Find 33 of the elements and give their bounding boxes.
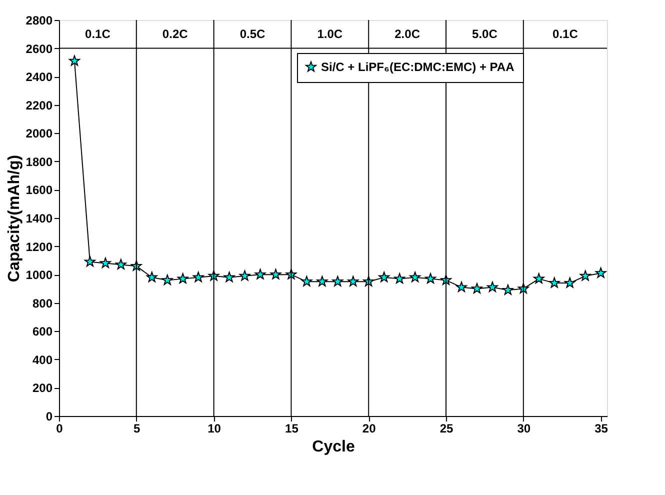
x-tick-label: 10 bbox=[208, 422, 222, 436]
y-tick-label: 1800 bbox=[26, 154, 53, 169]
x-tick-label: 20 bbox=[362, 422, 376, 436]
y-tick-label: 2800 bbox=[26, 14, 53, 28]
annotation: 0.1C bbox=[552, 27, 578, 42]
y-tick-label: 800 bbox=[32, 296, 53, 310]
annotation: 1.0C bbox=[317, 27, 343, 42]
y-tick-label: 2600 bbox=[26, 42, 53, 56]
x-tick-label: 35 bbox=[594, 422, 608, 436]
x-axis-title: Cycle bbox=[312, 438, 355, 456]
x-tick-label: 0 bbox=[56, 422, 64, 436]
annotation: 0.5C bbox=[240, 27, 266, 42]
x-tick-label: 30 bbox=[517, 422, 531, 436]
y-tick-label: 2000 bbox=[26, 126, 53, 141]
annotation: 0.2C bbox=[162, 27, 188, 42]
legend-label: Si/C + LiPF₆(EC:DMC:EMC) + PAA bbox=[321, 60, 515, 74]
x-tick-label: 5 bbox=[134, 422, 141, 436]
y-tick-label: 1400 bbox=[26, 212, 53, 226]
y-tick-label: 1000 bbox=[26, 268, 53, 282]
y-tick-label: 2200 bbox=[26, 98, 53, 112]
y-tick-label: 2400 bbox=[26, 70, 53, 84]
x-tick-label: 25 bbox=[440, 422, 454, 436]
y-tick-label: 1200 bbox=[26, 240, 53, 254]
x-tick-label: 15 bbox=[285, 422, 299, 436]
annotation: 0.1C bbox=[85, 27, 111, 42]
y-tick-label: 1600 bbox=[26, 183, 53, 198]
annotation: 5.0C bbox=[472, 27, 498, 42]
y-tick-label: 0 bbox=[46, 410, 53, 424]
y-axis-title: Capacity(mAh/g) bbox=[6, 154, 23, 282]
y-tick-label: 400 bbox=[32, 352, 53, 367]
annotation: 2.0C bbox=[394, 27, 420, 42]
y-tick-label: 600 bbox=[32, 324, 53, 339]
y-tick-label: 200 bbox=[32, 381, 53, 396]
